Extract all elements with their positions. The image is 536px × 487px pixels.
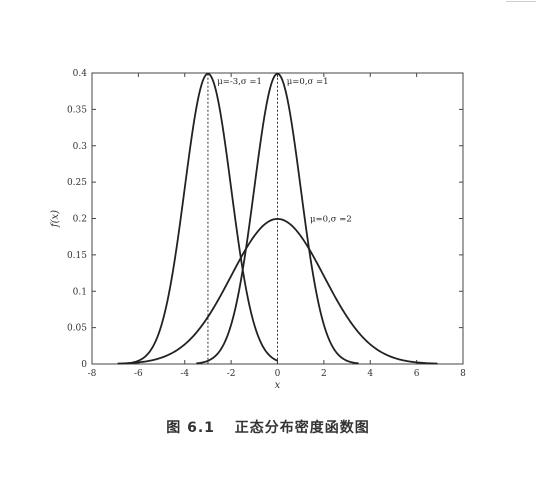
y-tick-label: 0.1 [73,287,87,297]
y-tick-label: 0.35 [67,105,87,115]
corner-divider [506,1,536,2]
curve-annotation: μ=-3,σ =1 [217,77,262,87]
x-tick-label: 4 [367,369,373,379]
plot-area: -8 -6 -4 -2 0 2 4 6 8 0 0.05 0.1 0.15 0.2 0.25 0.3 0.35 0… [50,69,466,391]
normal-density-chart: -8 -6 -4 -2 0 2 4 6 8 0 0.05 0.1 0.15 0.2 0.25 0.3 0.35 0… [50,69,466,391]
x-axis-label: x [275,380,281,391]
curve-annotation: μ=0,σ =1 [287,77,329,87]
x-tick-label: 0 [275,369,281,379]
y-tick-label: 0.4 [73,69,88,79]
y-tick-label: 0.2 [73,215,87,225]
x-tick-label: 6 [414,369,420,379]
y-tick-label: 0 [81,360,87,370]
figure-number: 图 6.1 [166,420,215,436]
series-line [196,72,359,365]
y-tick-label: 0.25 [67,178,87,188]
x-tick-label: -8 [88,369,97,379]
x-tick-label: 8 [460,369,466,379]
x-tick-label: -6 [134,369,143,379]
y-tick-label: 0.15 [67,251,87,261]
x-tick-label: 2 [321,369,327,379]
figure-title: 正态分布密度函数图 [234,420,370,436]
series-line [126,72,278,365]
y-axis-label: f(x) [50,210,61,228]
series-line [117,217,438,365]
figure-caption: 图 6.1 正态分布密度函数图 [0,417,536,437]
curve-annotation: μ=0,σ =2 [310,214,352,224]
y-tick-label: 0.05 [67,324,87,334]
y-tick-label: 0.3 [73,142,88,152]
x-tick-label: -2 [227,369,236,379]
x-tick-label: -4 [180,369,189,379]
